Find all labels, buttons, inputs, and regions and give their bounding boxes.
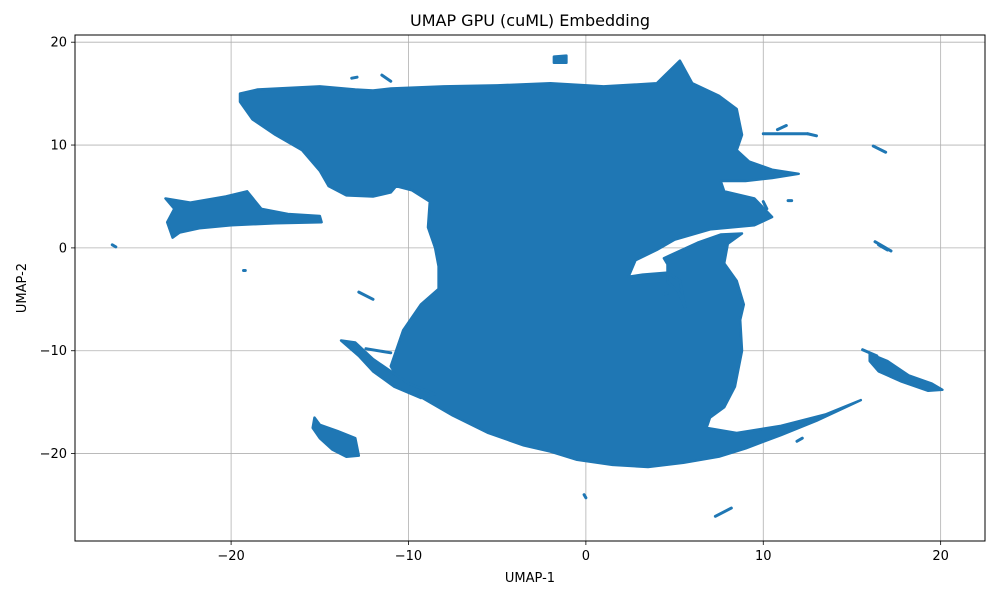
point-fragment — [582, 493, 588, 500]
x-axis-label: UMAP-1 — [505, 571, 555, 586]
y-axis-label: UMAP-2 — [15, 263, 30, 313]
x-tick-label: 0 — [582, 549, 590, 564]
point-fragment — [110, 243, 118, 249]
scatter-points — [110, 54, 944, 518]
y-tick-label: 0 — [59, 241, 67, 256]
x-tick-label: 20 — [932, 549, 949, 564]
point-cluster-right-arm-lower — [868, 352, 944, 393]
x-tick-label: −20 — [217, 549, 244, 564]
point-fragment — [357, 290, 375, 301]
y-tick-label: 20 — [50, 36, 67, 51]
x-tick-label: 10 — [755, 549, 772, 564]
point-fragment — [380, 73, 393, 83]
point-fragment — [795, 436, 804, 443]
point-fragment — [350, 75, 359, 80]
chart-title: UMAP GPU (cuML) Embedding — [410, 11, 650, 30]
point-fragment — [364, 347, 393, 355]
y-tick-label: 10 — [50, 139, 67, 154]
x-tick-label: −10 — [395, 549, 422, 564]
point-fragment — [877, 243, 889, 252]
plot-frame — [74, 34, 986, 542]
point-cluster-left-island — [164, 190, 323, 239]
point-fragment — [761, 200, 769, 211]
point-fragment — [871, 144, 888, 154]
point-fragment — [713, 506, 733, 518]
y-tick-label: −10 — [40, 344, 67, 359]
point-cluster-lower-left-island — [311, 416, 361, 458]
point-cluster-main-mass — [238, 59, 863, 469]
y-tick-label: −20 — [40, 447, 67, 462]
axis-ticks: −20 −10 0 10 20 −20 −10 0 10 20 — [40, 36, 949, 564]
point-fragment — [662, 291, 669, 296]
point-cluster-top-island — [552, 54, 568, 65]
point-fragment — [861, 348, 879, 358]
point-fragment — [775, 124, 788, 132]
point-cluster-lower-left-arc — [339, 339, 437, 400]
point-fragment — [806, 132, 818, 138]
